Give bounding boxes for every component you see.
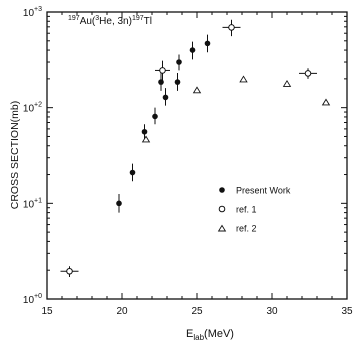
data-point-ref2 — [192, 86, 202, 94]
y-tick-label: 10+2 — [23, 102, 42, 115]
chart-title: 197Au(3He, 3n)197Tl — [68, 15, 152, 27]
title-mass3: 197 — [132, 15, 144, 22]
x-tick-label: 20 — [116, 306, 128, 317]
data-marks — [60, 19, 331, 277]
x-tick-labels: 15 20 25 30 35 — [41, 306, 353, 317]
data-point-present-work — [174, 79, 181, 85]
title-target: Au( — [80, 16, 96, 27]
data-point-present-work — [129, 169, 136, 176]
data-point-present-work — [162, 94, 169, 101]
y-tick-label: 10+1 — [23, 197, 42, 210]
legend: Present Work ref. 1 ref. 2 — [217, 186, 291, 234]
legend-label-ref1: ref. 1 — [236, 205, 257, 215]
data-point-present-work — [204, 40, 211, 47]
y-tick-label: 10+3 — [23, 6, 42, 19]
title-reaction: He, 3n) — [99, 16, 132, 27]
data-point-ref2 — [141, 135, 151, 143]
data-point-present-work — [141, 128, 148, 135]
x-tick-label: 30 — [266, 306, 278, 317]
data-point-ref1 — [66, 267, 73, 275]
x-tick-label: 15 — [41, 306, 53, 317]
axis-ticks — [46, 12, 348, 300]
legend-label-ref2: ref. 2 — [236, 224, 257, 234]
x-tick-label: 25 — [191, 306, 203, 317]
data-point-ref2 — [321, 98, 331, 106]
x-tick-label: 35 — [341, 306, 353, 317]
legend-marker-ref1 — [218, 205, 226, 213]
title-mass2: 3 — [95, 15, 99, 22]
data-point-ref2 — [239, 75, 248, 83]
x-label-sub: lab — [193, 333, 204, 342]
data-point-present-work — [152, 113, 158, 120]
data-point-ref1 — [159, 67, 166, 74]
x-label-unit: (MeV) — [204, 328, 234, 340]
data-point-present-work — [176, 59, 182, 65]
title-product: Tl — [144, 16, 152, 27]
data-point-present-work — [189, 47, 196, 53]
legend-marker-present-work — [219, 187, 225, 193]
title-mass1: 197 — [68, 15, 80, 22]
data-point-ref1 — [228, 24, 235, 31]
y-tick-label: 10+0 — [23, 293, 42, 306]
data-point-present-work — [116, 200, 122, 207]
x-label-main: E — [186, 328, 193, 340]
x-axis-label: Elab(MeV) — [186, 328, 234, 342]
plot-frame — [46, 11, 348, 300]
y-axis-label: CROSS SECTION(mb) — [9, 101, 21, 210]
data-point-ref2 — [282, 79, 292, 87]
y-tick-labels: 10+0 10+1 10+2 10+3 — [23, 6, 42, 306]
legend-label-present-work: Present Work — [236, 186, 291, 196]
data-point-ref1 — [304, 70, 312, 77]
legend-marker-ref2 — [217, 224, 227, 232]
